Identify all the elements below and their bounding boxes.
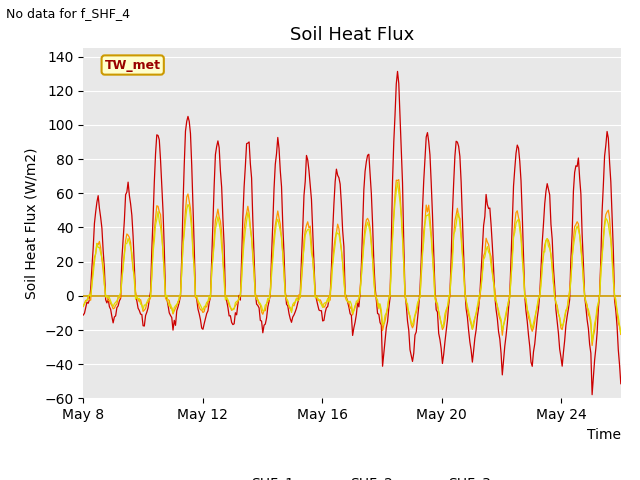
Text: No data for f_SHF_4: No data for f_SHF_4 xyxy=(6,7,131,20)
Text: TW_met: TW_met xyxy=(105,59,161,72)
Y-axis label: Soil Heat Flux (W/m2): Soil Heat Flux (W/m2) xyxy=(25,147,38,299)
Title: Soil Heat Flux: Soil Heat Flux xyxy=(290,25,414,44)
Legend: SHF_1, SHF_2, SHF_3: SHF_1, SHF_2, SHF_3 xyxy=(207,471,497,480)
X-axis label: Time: Time xyxy=(587,428,621,442)
